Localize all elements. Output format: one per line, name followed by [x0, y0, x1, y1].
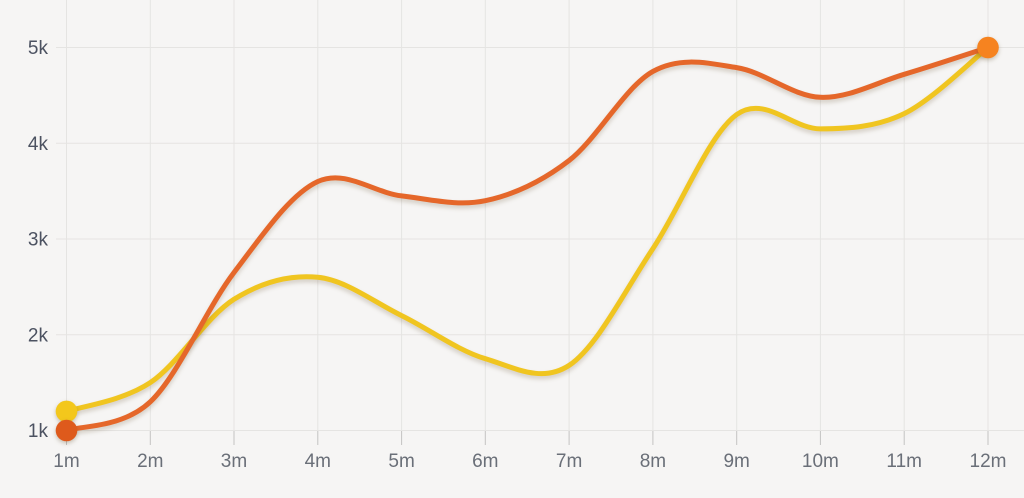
- y-axis-label: 3k: [28, 230, 49, 251]
- y-axis-label: 1k: [28, 421, 49, 442]
- x-axis-label: 8m: [640, 451, 666, 472]
- x-axis-label: 12m: [970, 451, 1007, 472]
- x-axis-label: 2m: [137, 451, 163, 472]
- x-axis-label: 4m: [305, 451, 331, 472]
- data-point-marker-yellow-1m: [55, 400, 78, 423]
- x-axis-label: 3m: [221, 451, 247, 472]
- x-axis-label: 5m: [388, 451, 414, 472]
- x-axis-label: 6m: [472, 451, 498, 472]
- data-point-marker-orange-1m: [55, 419, 78, 442]
- y-axis-label: 5k: [28, 38, 49, 59]
- x-axis-label: 11m: [886, 451, 922, 472]
- x-axis-label: 1m: [53, 451, 79, 472]
- series-line-orange: [64, 45, 991, 433]
- x-axis-label: 9m: [723, 451, 749, 472]
- data-point-marker-orange-12m: [977, 36, 999, 59]
- x-axis-label: 10m: [802, 451, 839, 472]
- x-axis-label: 7m: [556, 451, 582, 472]
- y-axis-label: 2k: [28, 325, 49, 346]
- y-axis-label: 4k: [28, 134, 49, 155]
- series-line-yellow: [64, 45, 991, 414]
